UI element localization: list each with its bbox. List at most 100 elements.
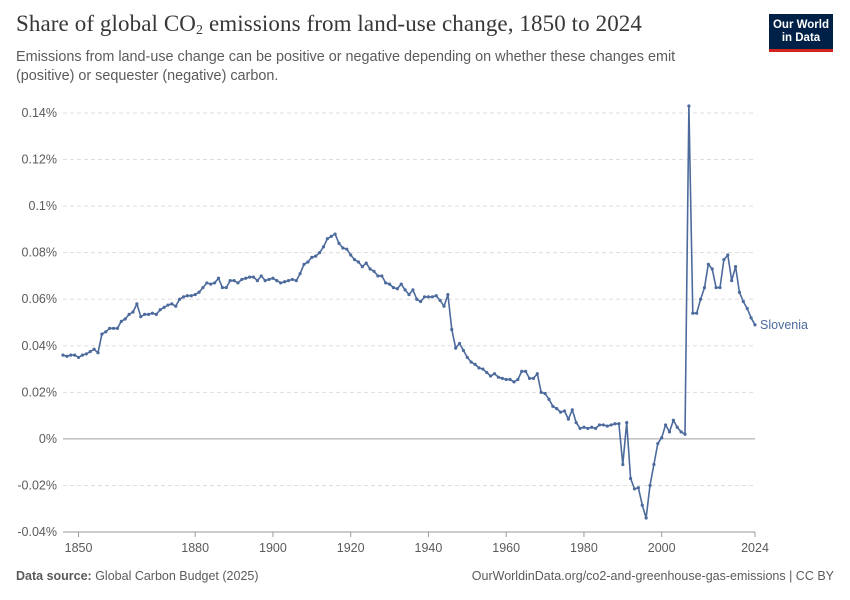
data-point [632,487,637,491]
data-point [605,424,609,428]
data-point [508,377,512,382]
data-point [625,420,629,425]
y-tick-label: 0.1% [29,199,58,213]
data-point [228,279,232,283]
data-point [419,299,423,304]
data-point [477,366,481,370]
data-point [574,420,578,425]
data-point [189,294,193,298]
data-point [209,282,213,286]
y-tick-label: 0.04% [22,339,57,353]
data-point [135,302,139,306]
data-point [454,346,458,350]
data-point [640,503,644,507]
data-point [722,258,726,262]
x-tick-label: 1880 [181,541,209,555]
data-point [531,376,536,380]
data-point [582,425,586,429]
data-point [213,281,217,285]
data-point [702,285,707,290]
data-point [450,327,454,332]
x-tick-label: 1960 [492,541,520,555]
data-point [360,265,364,269]
data-point [329,234,333,238]
data-point [465,355,469,360]
data-point [317,251,322,255]
data-point [706,262,710,266]
data-point [562,409,567,413]
data-point [714,285,718,290]
data-point [446,292,450,297]
data-point [205,281,209,285]
data-point [601,423,605,427]
data-point [411,288,415,292]
data-point [648,483,652,488]
page-title: Share of global CO2 emissions from land-… [16,11,643,38]
data-point [143,312,147,316]
data-point [259,274,263,278]
data-point [271,276,275,280]
y-tick-label: 0.08% [22,246,57,260]
source-link[interactable]: OurWorldinData.org/co2-and-greenhouse-ga… [471,569,834,583]
data-point [166,303,170,307]
data-point [119,319,123,323]
data-point [683,432,687,436]
data-point [597,423,602,427]
data-point [442,304,446,308]
data-point [232,279,236,283]
data-point [492,372,497,376]
data-point [162,305,166,309]
data-point [345,247,349,251]
data-point [749,316,753,320]
y-tick-label: 0% [39,432,57,446]
data-point [710,267,714,271]
data-point [675,425,679,429]
x-tick-label: 1980 [570,541,598,555]
data-point [372,269,376,273]
data-point [628,476,633,481]
data-point [594,426,598,431]
data-point [364,261,368,265]
data-point [504,377,508,382]
data-point [224,285,228,290]
owid-logo[interactable]: Our World in Data [769,14,833,52]
x-tick-label: 1900 [259,541,287,555]
data-point [306,260,310,264]
data-point [92,347,96,351]
data-point [399,282,403,286]
data-point [384,281,388,285]
data-point [691,311,695,315]
data-point [473,362,477,366]
x-tick-label: 2024 [741,541,769,555]
data-point [590,425,594,429]
data-point [578,426,582,431]
data-point [310,255,314,259]
data-point [158,308,162,312]
x-tick-label: 1940 [415,541,443,555]
data-point [698,297,703,301]
data-point [220,285,224,290]
data-point [333,232,337,236]
data-point [123,317,127,321]
grid-layer [63,112,755,533]
data-point [69,353,73,357]
y-tick-label: 0.02% [22,385,57,399]
data-point [469,360,473,364]
data-point [718,285,722,290]
data-point [539,390,543,394]
data-point [96,351,100,355]
data-point [660,436,664,440]
data-point [687,104,691,108]
data-point [111,326,116,330]
data-point [321,245,326,249]
data-point [131,310,135,314]
data-point [282,280,287,284]
data-point [325,237,329,241]
y-tick-label: 0.06% [22,292,57,306]
data-point [275,279,279,283]
page-subtitle: Emissions from land-use change can be po… [16,49,676,84]
data-point [341,246,345,250]
data-point [380,274,384,278]
data-point [496,375,501,379]
